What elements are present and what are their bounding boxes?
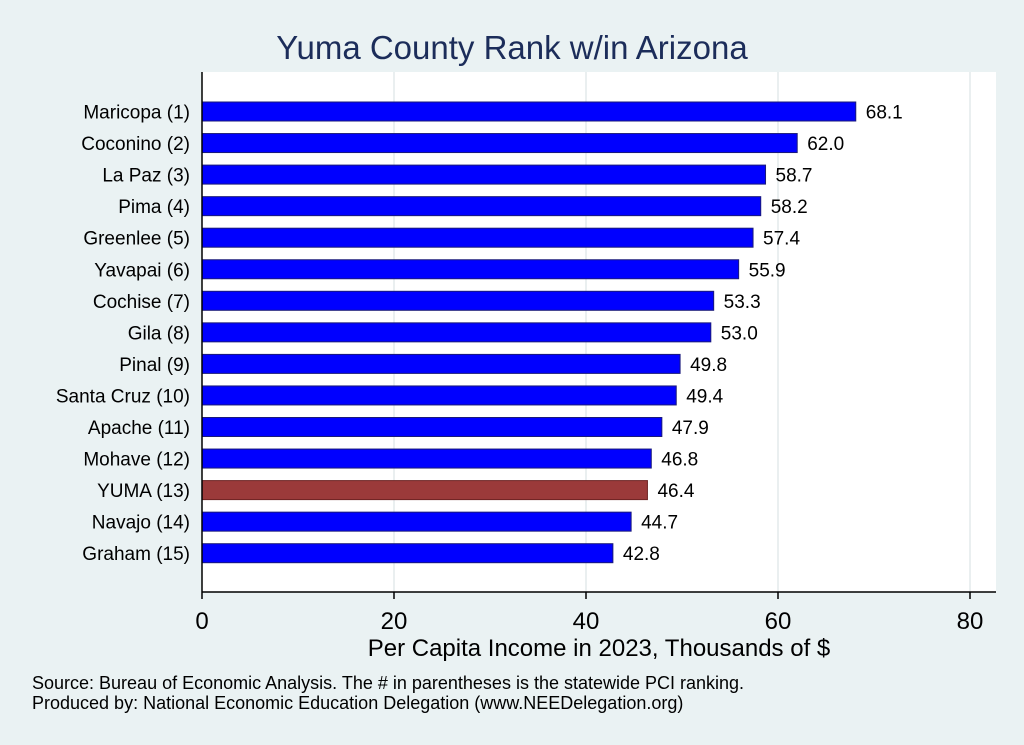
bar-6 xyxy=(201,259,740,280)
category-label-5: Greenlee (5) xyxy=(83,229,190,250)
axes: 0 20 40 60 80 xyxy=(195,72,996,635)
value-label-15: 42.8 xyxy=(623,544,660,565)
source-note: Source: Bureau of Economic Analysis. The… xyxy=(32,673,745,693)
category-label-1: Maricopa (1) xyxy=(83,103,190,124)
category-label-10: Santa Cruz (10) xyxy=(56,386,190,407)
category-label-3: La Paz (3) xyxy=(102,166,190,187)
value-label-3: 58.7 xyxy=(776,166,813,187)
bar-9 xyxy=(201,353,681,374)
bar-1 xyxy=(201,101,857,122)
bars xyxy=(201,101,857,564)
category-label-7: Cochise (7) xyxy=(93,292,190,313)
category-label-11: Apache (11) xyxy=(88,418,190,439)
category-label-15: Graham (15) xyxy=(82,544,190,565)
value-label-4: 58.2 xyxy=(771,197,808,218)
bar-14 xyxy=(201,511,632,532)
category-label-8: Gila (8) xyxy=(128,323,190,344)
value-label-6: 55.9 xyxy=(749,260,786,281)
value-label-13: 46.4 xyxy=(657,481,694,502)
category-label-4: Pima (4) xyxy=(118,197,190,218)
x-axis-title: Per Capita Income in 2023, Thousands of … xyxy=(368,635,831,662)
value-label-2: 62.0 xyxy=(807,134,844,155)
bar-15 xyxy=(201,543,614,564)
x-tick-label-20: 20 xyxy=(381,608,408,635)
bar-13 xyxy=(201,480,648,501)
value-label-11: 47.9 xyxy=(672,418,709,439)
labels: Maricopa (1) 68.1 Coconino (2) 62.0 La Paz (… xyxy=(56,103,903,566)
value-label-7: 53.3 xyxy=(724,292,761,313)
category-label-14: Navajo (14) xyxy=(92,513,190,534)
bar-7 xyxy=(201,290,715,311)
value-label-14: 44.7 xyxy=(641,513,678,534)
bar-10 xyxy=(201,385,677,406)
category-label-9: Pinal (9) xyxy=(119,355,190,376)
category-label-13: YUMA (13) xyxy=(97,481,190,502)
bar-5 xyxy=(201,227,754,248)
value-label-10: 49.4 xyxy=(686,386,723,407)
bar-4 xyxy=(201,196,762,217)
value-label-1: 68.1 xyxy=(866,103,903,124)
bar-3 xyxy=(201,164,767,185)
category-label-6: Yavapai (6) xyxy=(94,260,190,281)
bar-2 xyxy=(201,133,798,154)
producer-note: Produced by: National Economic Education… xyxy=(32,693,684,713)
value-label-5: 57.4 xyxy=(763,229,800,250)
value-label-9: 49.8 xyxy=(690,355,727,376)
bar-12 xyxy=(201,448,652,469)
value-label-8: 53.0 xyxy=(721,323,758,344)
chart-title: Yuma County Rank w/in Arizona xyxy=(276,29,748,66)
value-label-12: 46.8 xyxy=(661,450,698,471)
x-tick-label-80: 80 xyxy=(957,608,984,635)
x-tick-label-0: 0 xyxy=(195,608,208,635)
x-tick-label-60: 60 xyxy=(765,608,792,635)
x-tick-label-40: 40 xyxy=(573,608,600,635)
bar-11 xyxy=(201,417,663,437)
bar-8 xyxy=(201,322,712,343)
category-label-12: Mohave (12) xyxy=(83,450,190,471)
category-label-2: Coconino (2) xyxy=(81,134,190,155)
